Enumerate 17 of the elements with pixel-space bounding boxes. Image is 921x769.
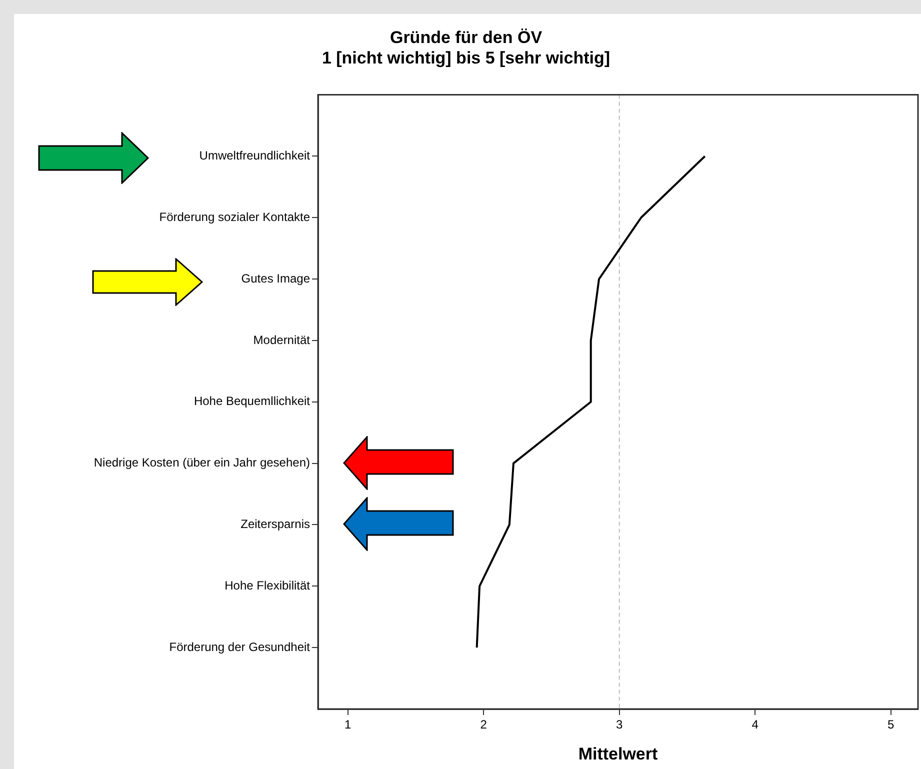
x-tick-label: 3 [616, 718, 624, 732]
y-tick-label: Niedrige Kosten (über ein Jahr gesehen) [94, 456, 310, 470]
x-tick-label: 5 [888, 718, 895, 732]
y-tick-label: Hohe Flexibilität [224, 578, 311, 592]
y-tick-label: Modernität [253, 332, 311, 347]
y-tick-label: Umweltfreundlichkeit [199, 148, 311, 163]
y-tick-label: Gutes Image [241, 271, 310, 286]
y-tick-label: Förderung sozialer Kontakte [159, 210, 310, 224]
x-tick-label: 2 [480, 718, 488, 732]
y-tick-label: Förderung der Gesundheit [169, 640, 311, 654]
x-axis-title: Mittelwert [578, 744, 658, 764]
chart-subtitle: 1 [nicht wichtig] bis 5 [sehr wichtig] [322, 48, 610, 68]
chart-title: Gründe für den ÖV [390, 28, 543, 47]
x-tick-label: 4 [752, 718, 759, 732]
y-tick-label: Zeitersparnis [240, 517, 310, 532]
y-tick-label: Hohe Bequemllichkeit [194, 394, 311, 408]
x-tick-label: 1 [344, 718, 352, 732]
